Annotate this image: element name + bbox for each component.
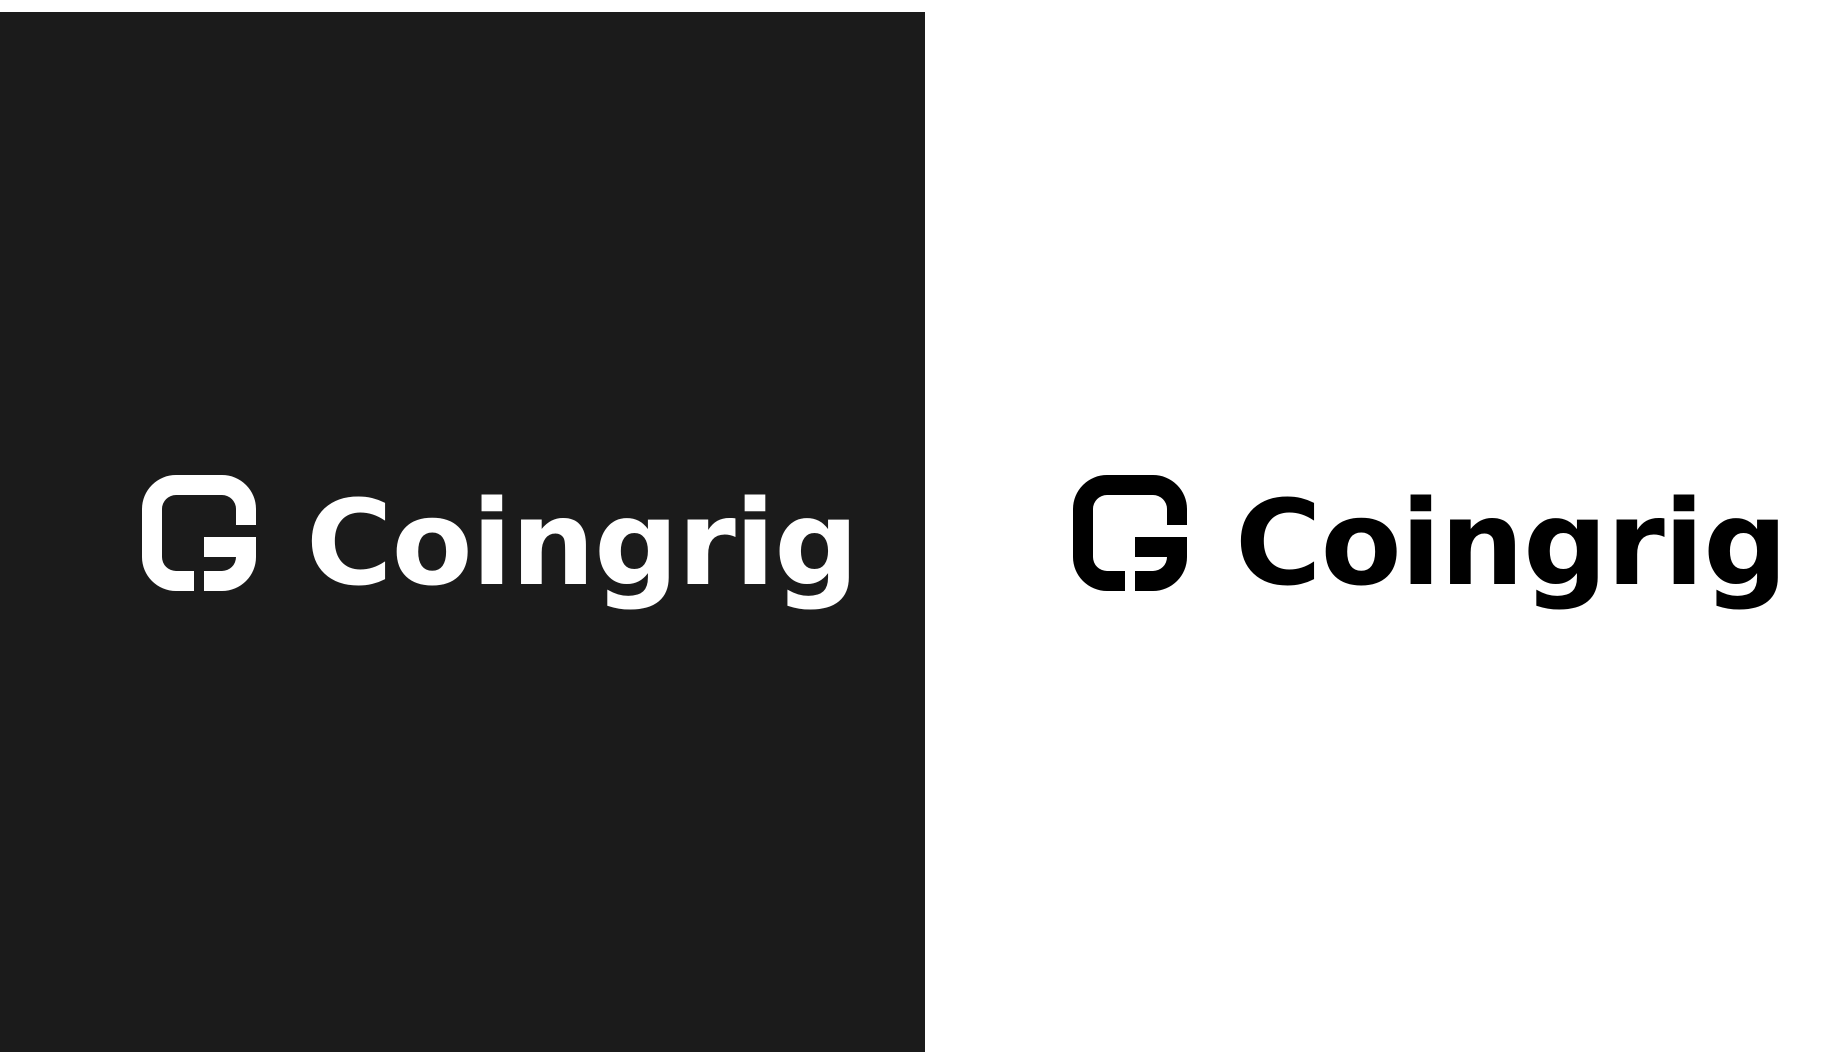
light-logo-panel: Coingrig	[925, 12, 1848, 1052]
dark-logo-canvas: Coingrig	[0, 12, 925, 1052]
coingrig-wordmark: Coingrig	[1235, 474, 1787, 612]
light-logo-canvas: Coingrig	[925, 12, 1848, 1052]
coingrig-wordmark: Coingrig	[306, 474, 858, 612]
coingrig-g-mark-icon	[1073, 475, 1187, 591]
coingrig-g-mark-icon	[142, 475, 256, 591]
dark-logo-panel: Coingrig	[0, 12, 925, 1052]
